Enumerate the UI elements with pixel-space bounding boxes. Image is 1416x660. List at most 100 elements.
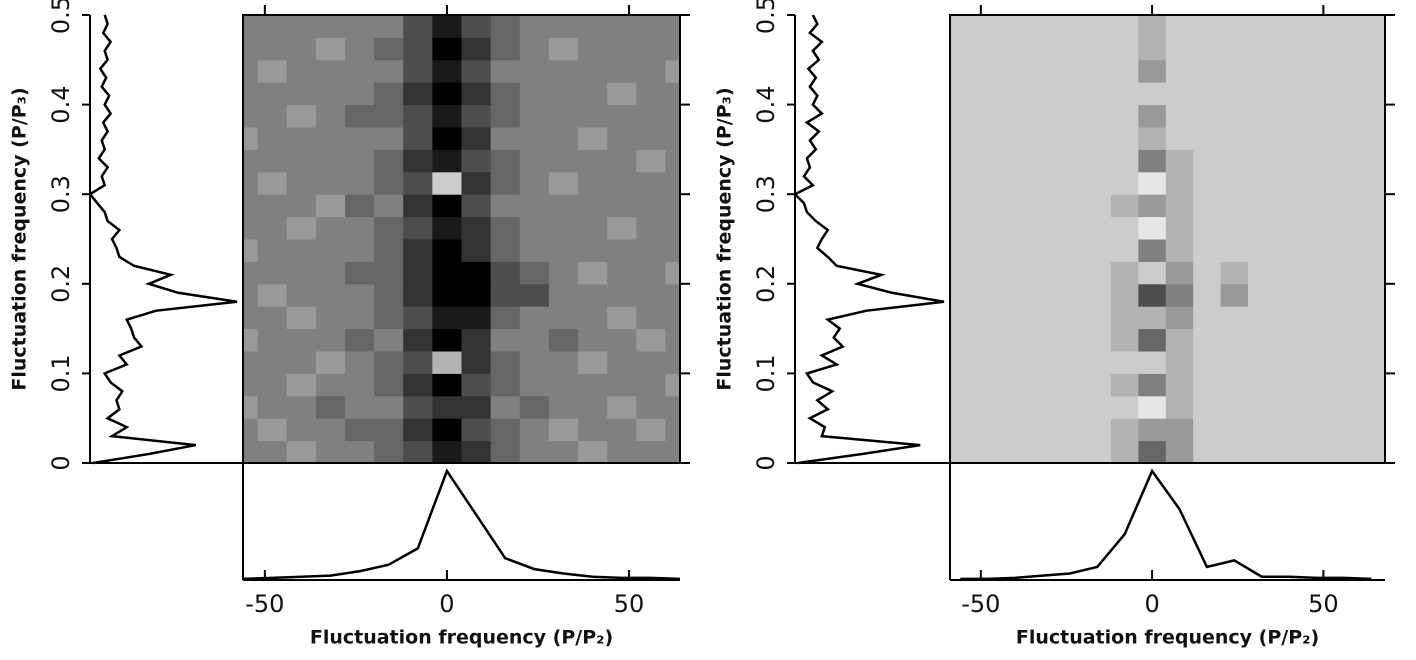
heatmap-cell [636,328,666,352]
heatmap-cell [1083,283,1112,307]
heatmap-cell [1357,104,1386,128]
heatmap-cell [1220,104,1249,128]
heatmap-cell [1138,328,1167,352]
heatmap-cell [461,440,492,464]
heatmap-cell [973,171,1002,195]
heatmap-cell [315,127,346,150]
heatmap-cell [1193,395,1222,419]
heatmap-cell [950,261,975,285]
heatmap-cell [1056,216,1085,240]
heatmap-cell [286,440,317,464]
heatmap-cell [403,328,433,352]
heatmap-cell [1357,127,1386,150]
heatmap-cell [578,216,608,240]
heatmap-cell [1083,194,1112,218]
heatmap-cell [1028,328,1057,352]
heatmap-cell [665,283,681,307]
heatmap-cell [1056,149,1085,173]
heatmap-cell [519,216,550,240]
heatmap-cell [519,82,550,106]
heatmap-cell [1028,261,1057,285]
y-tick-label: 0.2 [752,265,780,303]
heatmap-cell [243,82,259,106]
heatmap-cell [607,418,637,442]
heatmap-cell [636,373,666,397]
heatmap-cell [973,395,1002,419]
heatmap-cell [1028,440,1057,464]
heatmap-cell [1028,239,1057,262]
heatmap-cell [1302,15,1331,38]
heatmap-cell [1302,37,1331,61]
heatmap-cell [374,283,404,307]
heatmap-cell [1028,171,1057,195]
heatmap-cell [344,37,375,61]
heatmap-cell [461,104,492,128]
heatmap-cell [1001,261,1030,285]
heatmap-cell [1056,59,1085,83]
heatmap-cell [1302,395,1331,419]
heatmap-cell [950,440,975,464]
heatmap-cell [315,216,346,240]
heatmap-cell [344,351,375,374]
heatmap-cell [1220,149,1249,173]
heatmap-cell [257,127,288,150]
heatmap-cell [1056,440,1085,464]
heatmap-cell [636,127,666,150]
heatmap-cell [1083,351,1112,374]
heatmap-cell [1275,82,1304,106]
heatmap-cell [1275,328,1304,352]
heatmap-cell [1193,239,1222,262]
heatmap-cell [1357,440,1386,464]
heatmap-cell [403,194,433,218]
heatmap-cell [1083,440,1112,464]
heatmap-cell [1302,82,1331,106]
heatmap-cell [548,306,579,330]
heatmap-cell [1302,216,1331,240]
heatmap-cell [1302,283,1331,307]
heatmap-cell [1220,82,1249,106]
heatmap-cell [1247,306,1276,330]
heatmap-cell [1056,194,1085,218]
heatmap-cell [1220,328,1249,352]
heatmap-cell [1138,127,1167,150]
heatmap-cell [1138,239,1167,262]
heatmap-cell [519,127,550,150]
heatmap-cell [665,440,681,464]
heatmap-cell [1193,306,1222,330]
heatmap-cell [950,104,975,128]
heatmap-cell [973,37,1002,61]
heatmap-cell [973,306,1002,330]
heatmap-cell [1165,283,1194,307]
heatmap-cell [1165,104,1194,128]
y-tick-label: 0.1 [752,354,780,392]
heatmap-cell [432,171,462,195]
heatmap-cell [607,239,637,262]
heatmap-cell [973,194,1002,218]
heatmap-cell [607,127,637,150]
heatmap-cell [973,216,1002,240]
heatmap-cell [1357,171,1386,195]
heatmap-cell [1001,418,1030,442]
heatmap-cell [243,15,259,38]
heatmap-cell [432,261,462,285]
heatmap-cell [950,373,975,397]
heatmap-cell [315,373,346,397]
heatmap-cell [257,82,288,106]
heatmap-cell [344,283,375,307]
heatmap-cell [1138,440,1167,464]
heatmap-cell [578,440,608,464]
heatmap-cell [1056,373,1085,397]
heatmap-cell [636,440,666,464]
heatmap-cell [1138,149,1167,173]
heatmap-cell [344,82,375,106]
heatmap-cell [432,418,462,442]
heatmap-cell [374,194,404,218]
heatmap-cell [403,351,433,374]
heatmap-cell [1165,261,1194,285]
heatmap-cell [1220,127,1249,150]
x-tick-label: 0 [439,590,454,618]
heatmap-cell [490,216,521,240]
heatmap-cell [1275,171,1304,195]
heatmap-cell [1056,261,1085,285]
heatmap-cell [257,395,288,419]
